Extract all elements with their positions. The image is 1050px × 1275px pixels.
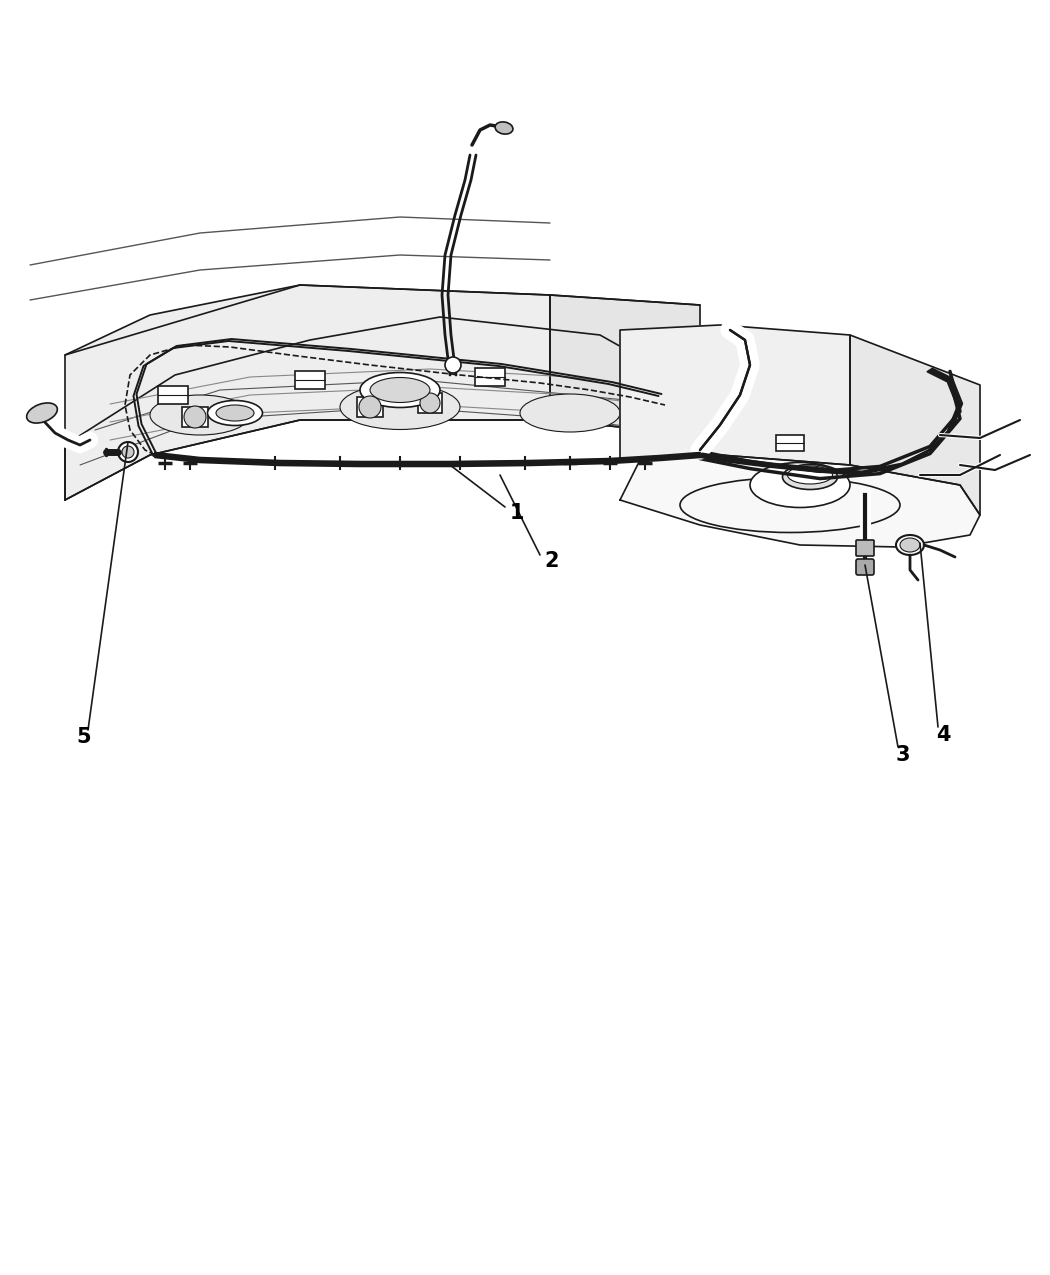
Polygon shape xyxy=(620,325,851,465)
Circle shape xyxy=(359,397,381,418)
Ellipse shape xyxy=(370,377,430,403)
Ellipse shape xyxy=(208,400,262,426)
Ellipse shape xyxy=(896,536,924,555)
Ellipse shape xyxy=(788,465,833,484)
FancyBboxPatch shape xyxy=(158,386,188,404)
Ellipse shape xyxy=(216,405,254,421)
Circle shape xyxy=(118,442,138,462)
Polygon shape xyxy=(620,455,980,547)
FancyBboxPatch shape xyxy=(856,541,874,556)
FancyBboxPatch shape xyxy=(357,397,383,417)
Ellipse shape xyxy=(520,394,620,432)
FancyBboxPatch shape xyxy=(418,393,442,413)
Ellipse shape xyxy=(900,538,920,552)
Text: 4: 4 xyxy=(936,725,950,745)
Text: 1: 1 xyxy=(510,504,525,523)
Circle shape xyxy=(122,446,134,458)
Polygon shape xyxy=(550,295,700,435)
Ellipse shape xyxy=(496,122,512,134)
Circle shape xyxy=(184,405,206,428)
FancyBboxPatch shape xyxy=(776,435,804,451)
Ellipse shape xyxy=(340,385,460,430)
Text: 3: 3 xyxy=(896,745,910,765)
Ellipse shape xyxy=(150,395,250,435)
Ellipse shape xyxy=(680,478,900,533)
Circle shape xyxy=(445,357,461,374)
FancyBboxPatch shape xyxy=(182,407,208,427)
Circle shape xyxy=(420,393,440,413)
Text: 5: 5 xyxy=(76,727,90,747)
FancyBboxPatch shape xyxy=(295,371,326,389)
Polygon shape xyxy=(65,286,550,500)
Ellipse shape xyxy=(782,464,838,490)
Polygon shape xyxy=(65,317,700,500)
Ellipse shape xyxy=(750,463,850,507)
Ellipse shape xyxy=(26,403,58,423)
Polygon shape xyxy=(850,335,980,515)
FancyBboxPatch shape xyxy=(856,558,874,575)
Text: 2: 2 xyxy=(544,551,559,571)
FancyBboxPatch shape xyxy=(475,368,505,386)
Ellipse shape xyxy=(360,372,440,408)
